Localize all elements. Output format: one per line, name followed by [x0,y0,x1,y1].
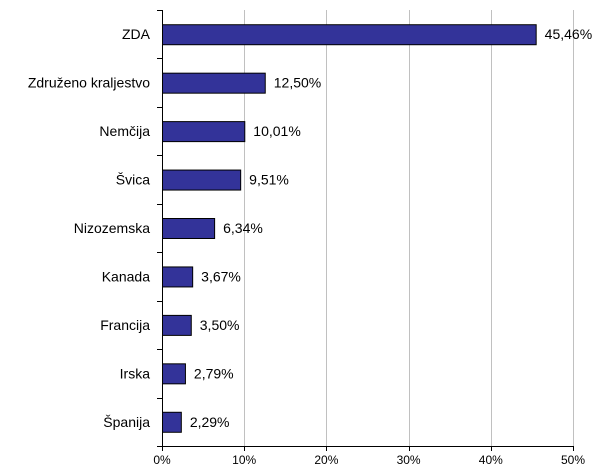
bar-6 [162,314,192,336]
category-label-3: Švica [116,172,150,188]
bar-4 [162,218,216,239]
bar-3 [162,169,242,191]
value-label-0: 45,46% [545,26,592,42]
value-label-1: 12,50% [274,75,321,91]
bar-5 [162,266,194,288]
labels: ZDA 45,46% Združeno kraljestvo 12,50% Nemčij… [28,26,592,466]
category-label-2: Nemčija [99,123,150,139]
x-tick-label-3: 30% [397,453,421,466]
category-label-8: Španija [103,414,150,430]
bars [162,24,537,433]
value-label-5: 3,67% [201,268,241,284]
bar-1 [162,72,266,94]
bar-2 [162,121,246,143]
bar-7 [162,363,186,385]
x-tick-label-0: 0% [153,453,171,466]
axes [157,10,574,451]
x-tick-label-2: 20% [314,453,338,466]
value-label-7: 2,79% [194,365,234,381]
category-label-7: Irska [120,365,151,381]
category-label-1: Združeno kraljestvo [28,75,150,91]
category-label-5: Kanada [102,268,150,284]
value-label-8: 2,29% [190,414,230,430]
category-label-0: ZDA [122,26,151,42]
x-tick-label-4: 40% [479,453,503,466]
bar-8 [162,411,182,433]
category-label-4: Nizozemska [74,220,150,236]
x-tick-label-1: 10% [232,453,256,466]
category-label-6: Francija [100,317,150,333]
x-tick-label-5: 50% [561,453,585,466]
value-label-2: 10,01% [253,123,300,139]
value-label-3: 9,51% [249,172,289,188]
value-label-6: 3,50% [200,317,240,333]
gridlines [244,10,574,446]
value-label-4: 6,34% [223,220,263,236]
bar-0 [162,24,537,46]
